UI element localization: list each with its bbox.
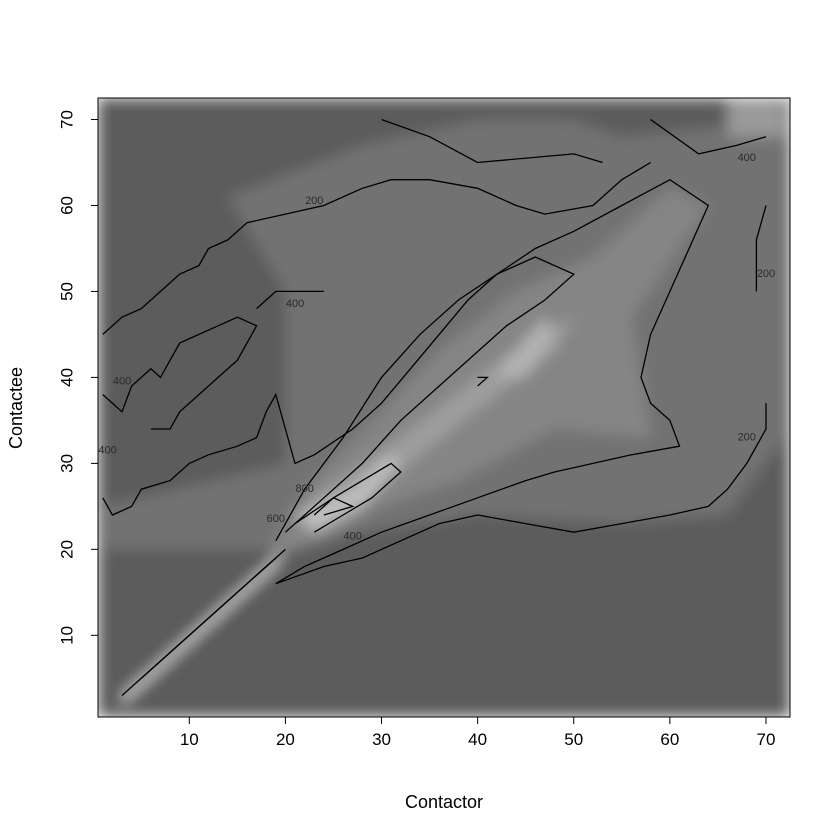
contour-line-200-3 [755, 205, 767, 292]
x-tick-label-30: 30 [372, 730, 391, 749]
contour-line-200-0 [102, 161, 651, 335]
contour-line-400-1 [381, 118, 603, 164]
x-tick-label-70: 70 [757, 730, 776, 749]
x-axis-title: Contactor [405, 792, 483, 812]
y-tick-label-30: 30 [57, 454, 76, 473]
y-tick-label-40: 40 [57, 368, 76, 387]
x-tick-label-10: 10 [180, 730, 199, 749]
contour-line-400-2 [650, 118, 767, 155]
y-tick-label-70: 70 [57, 110, 76, 129]
axes-layer: 10 20 30 40 50 60 70 10 20 30 40 50 60 70 [57, 110, 775, 749]
heat-region-peak-45 [496, 317, 555, 378]
heat-region-top-right-corner [727, 98, 786, 137]
contour-line-1000-10 [313, 497, 355, 516]
y-tick-label-20: 20 [57, 540, 76, 559]
x-tick-label-50: 50 [564, 730, 583, 749]
y-tick-label-50: 50 [57, 282, 76, 301]
contour-label-6: 400 [738, 152, 756, 164]
contour-label-3: 400 [98, 444, 116, 456]
y-tick-label-60: 60 [57, 196, 76, 215]
contour-line-600-8 [275, 256, 575, 542]
plot-frame [97, 97, 791, 718]
plot-area: 200 400 400 400 200 200 400 800 600 400 [98, 98, 790, 717]
x-tick-label-60: 60 [660, 730, 679, 749]
contour-line-200-5 [275, 403, 767, 585]
contour-line-1000-11 [477, 376, 490, 387]
x-tick-label-40: 40 [468, 730, 487, 749]
contour-label-8: 600 [267, 513, 285, 525]
heat-region-diag-ridge [122, 549, 286, 705]
contour-line-400-7 [256, 290, 324, 310]
contour-label-0: 200 [305, 195, 323, 207]
contour-label-7: 800 [295, 483, 313, 495]
contour-label-layer: 200 400 400 400 200 200 400 800 600 400 [98, 152, 775, 542]
contour-line-2000-13 [140, 557, 277, 679]
contour-label-5: 200 [738, 431, 756, 443]
y-axis-title: Contactee [6, 367, 26, 449]
contour-line-400-6 [102, 316, 258, 430]
y-tick-label-10: 10 [57, 626, 76, 645]
heat-region-upper-left-band [102, 119, 786, 550]
x-tick-label-20: 20 [276, 730, 295, 749]
contour-label-4: 200 [757, 268, 775, 280]
contour-line-800-9 [294, 462, 402, 533]
contour-line-200-4 [102, 178, 710, 585]
contour-label-2: 400 [113, 376, 131, 388]
contour-label-1: 400 [286, 298, 304, 310]
contour-layer [102, 118, 767, 696]
contour-label-9: 400 [344, 530, 362, 542]
